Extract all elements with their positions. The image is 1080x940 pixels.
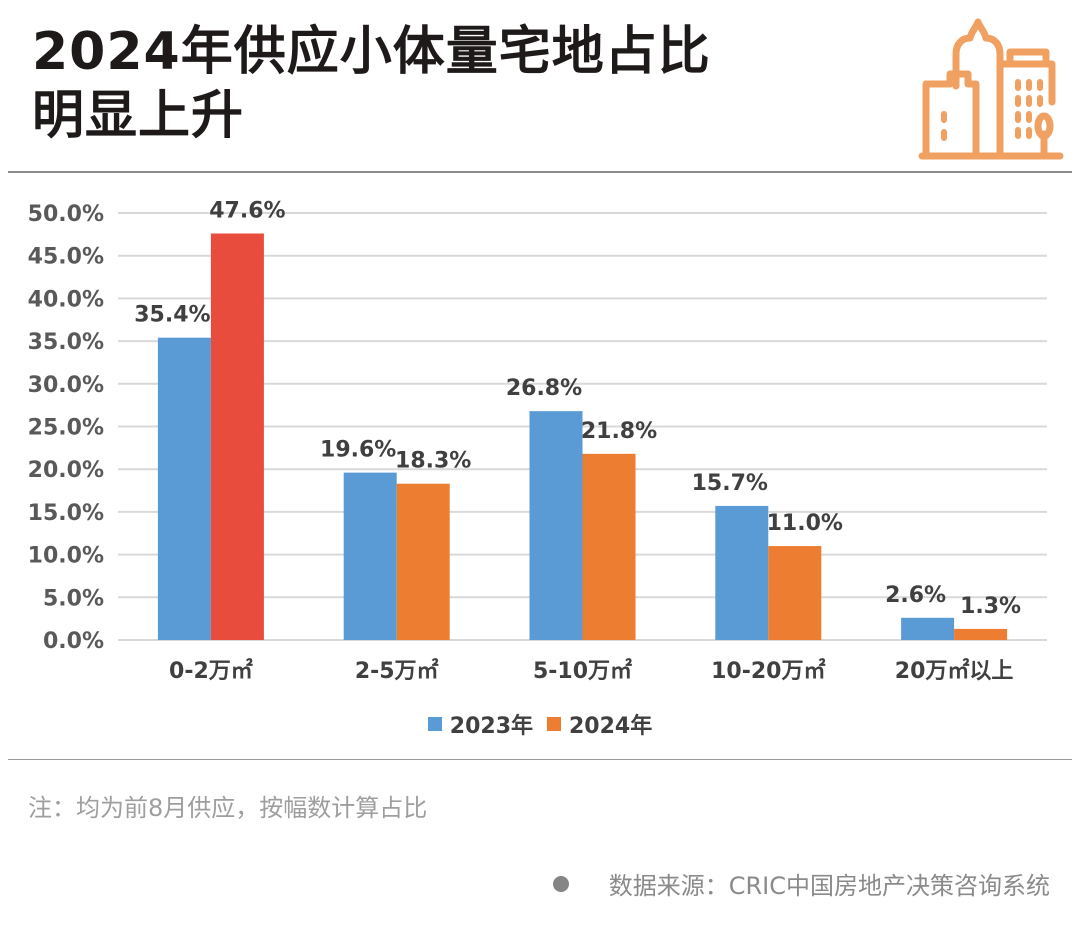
data-label: 35.4% [134, 303, 210, 328]
data-label: 15.7% [692, 471, 768, 496]
chart-svg: 0.0% 5.0% 10.0% 15.0% 20.0% 25.0% 30.0% 35.0% 40… [28, 198, 1047, 684]
page-title: 2024年供应小体量宅地占比 明显上升 [32, 20, 711, 148]
data-source: 数据来源：CRIC中国房地产决策咨询系统 [552, 866, 1050, 901]
data-label: 19.6% [320, 438, 396, 463]
x-axis-ticks: 0-2万㎡ 2-5万㎡ 5-10万㎡ 10-20万㎡ 20万㎡以上 [169, 658, 1013, 684]
bar-2023年-10-20万㎡ [715, 505, 769, 640]
y-tick-label: 40.0% [28, 287, 104, 312]
x-tick-label: 0-2万㎡ [169, 658, 253, 684]
y-tick-label: 15.0% [28, 501, 104, 526]
legend-swatch-2024 [547, 717, 561, 731]
city-buildings-icon [916, 14, 1066, 164]
title-divider [8, 171, 1072, 173]
y-tick-label: 45.0% [28, 245, 104, 270]
y-tick-label: 20.0% [28, 458, 104, 483]
data-label: 21.8% [581, 419, 657, 444]
data-labels: 35.4% 47.6% 19.6%18.3% 26.8% 21.8% 15.7% 11.0%… [134, 198, 1021, 618]
bar-2024年-5-10万㎡ [582, 453, 636, 640]
legend-swatch-2023 [427, 717, 442, 731]
bar-2023年-5-10万㎡ [529, 411, 583, 640]
bar-2023年-20万㎡以上 [901, 617, 955, 640]
footnote: 注：均为前8月供应，按幅数计算占比 [28, 794, 428, 822]
data-label: 2.6% [885, 583, 946, 608]
bars [157, 233, 1008, 640]
bar-2024年-2-5万㎡ [396, 483, 450, 640]
data-label: 26.8% [506, 376, 582, 401]
chart-legend: 2023年 2024年 [0, 706, 1080, 742]
data-source-text: 数据来源：CRIC中国房地产决策咨询系统 [608, 872, 1050, 900]
y-tick-label: 5.0% [43, 586, 104, 611]
x-tick-label: 20万㎡以上 [895, 658, 1014, 684]
legend-label-2023: 2023年 [449, 714, 533, 739]
legend-item-2024: 2024年 [547, 708, 652, 740]
bar-2024年-10-20万㎡ [768, 546, 822, 640]
y-tick-label: 35.0% [28, 330, 104, 355]
y-tick-label: 0.0% [43, 629, 104, 654]
y-axis-ticks: 0.0% 5.0% 10.0% 15.0% 20.0% 25.0% 30.0% 35.0% 40… [28, 202, 104, 654]
bar-chart: 0.0% 5.0% 10.0% 15.0% 20.0% 25.0% 30.0% 35.0% 40… [0, 180, 1080, 740]
title-line-1: 2024年供应小体量宅地占比 [32, 22, 711, 82]
bar-2024年-20万㎡以上 [954, 628, 1008, 640]
bullet-icon [552, 875, 569, 892]
y-tick-label: 10.0% [28, 544, 104, 569]
bar-2024年-0-2万㎡ [210, 233, 264, 640]
data-label: 1.3% [960, 594, 1021, 619]
footer-divider [8, 759, 1072, 760]
x-tick-label: 10-20万㎡ [711, 658, 825, 684]
legend-item-2023: 2023年 [427, 708, 533, 740]
y-tick-label: 30.0% [28, 373, 104, 398]
title-line-2: 明显上升 [32, 86, 245, 146]
legend-label-2024: 2024年 [569, 714, 653, 739]
x-tick-label: 2-5万㎡ [355, 658, 439, 684]
bar-2023年-0-2万㎡ [157, 337, 211, 640]
y-tick-label: 50.0% [28, 202, 104, 227]
x-tick-label: 5-10万㎡ [533, 658, 632, 684]
data-label: 47.6% [209, 198, 285, 223]
data-label: 11.0% [767, 511, 843, 536]
y-tick-label: 25.0% [28, 416, 104, 441]
bar-2023年-2-5万㎡ [343, 472, 397, 640]
data-label: 18.3% [395, 449, 471, 474]
